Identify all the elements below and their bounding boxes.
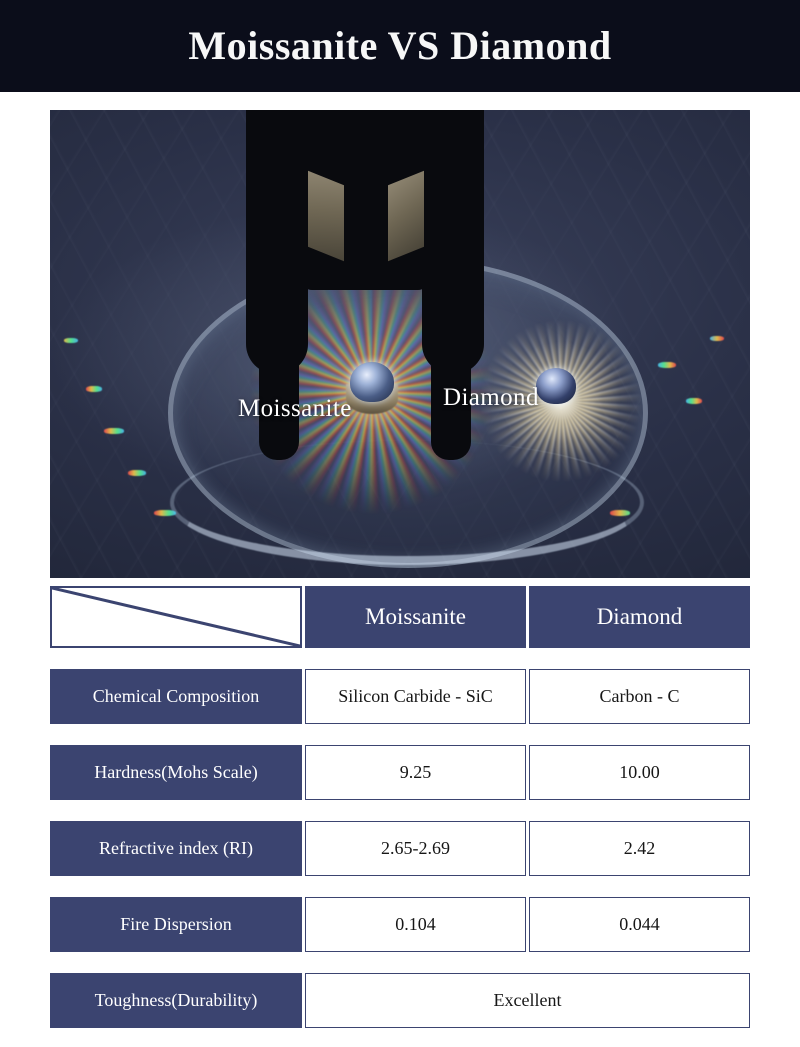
clamp-prong-right: [431, 340, 471, 460]
cell-diamond-refractive-index: 2.42: [529, 821, 750, 876]
column-header-moissanite: Moissanite: [305, 586, 526, 648]
page-title: Moissanite VS Diamond: [188, 23, 612, 68]
cell-diamond-fire-dispersion: 0.044: [529, 897, 750, 952]
gemstone-photo: Moissanite Diamond: [50, 110, 750, 578]
rainbow-speckle: [710, 336, 724, 341]
clamp-prong-left: [259, 340, 299, 460]
title-banner: Moissanite VS Diamond: [0, 0, 800, 92]
rainbow-speckle: [104, 428, 124, 434]
glass-dish-rim: [170, 440, 644, 565]
row-label-chemical-composition: Chemical Composition: [50, 669, 302, 724]
table-row: Chemical Composition Silicon Carbide - S…: [50, 669, 750, 724]
rainbow-speckle: [128, 470, 146, 476]
clamp-top-left: [278, 110, 300, 134]
cell-merged-toughness: Excellent: [305, 973, 750, 1028]
row-label-fire-dispersion: Fire Dispersion: [50, 897, 302, 952]
row-label-refractive-index: Refractive index (RI): [50, 821, 302, 876]
cell-diamond-hardness: 10.00: [529, 745, 750, 800]
rainbow-speckle: [610, 510, 630, 516]
rainbow-speckle: [658, 362, 676, 368]
clamp-pad-right: [388, 170, 424, 262]
photo-label-moissanite: Moissanite: [238, 395, 352, 422]
table-row: Fire Dispersion 0.104 0.044: [50, 897, 750, 952]
table-header-row: Moissanite Diamond: [50, 586, 750, 648]
table-row: Hardness(Mohs Scale) 9.25 10.00: [50, 745, 750, 800]
rainbow-speckle: [64, 338, 78, 343]
row-label-toughness: Toughness(Durability): [50, 973, 302, 1028]
diamond-stone: [536, 368, 576, 404]
clamp-top-right: [436, 110, 458, 134]
rainbow-speckle: [86, 386, 102, 392]
cell-moissanite-refractive-index: 2.65-2.69: [305, 821, 526, 876]
moissanite-stone: [350, 362, 394, 402]
row-label-hardness: Hardness(Mohs Scale): [50, 745, 302, 800]
table-row: Toughness(Durability) Excellent: [50, 973, 750, 1028]
cell-moissanite-chemical-composition: Silicon Carbide - SiC: [305, 669, 526, 724]
rainbow-speckle: [686, 398, 702, 404]
rainbow-speckle: [154, 510, 176, 516]
cell-moissanite-hardness: 9.25: [305, 745, 526, 800]
clamp-arm-right: [422, 110, 484, 374]
cell-moissanite-fire-dispersion: 0.104: [305, 897, 526, 952]
photo-label-diamond: Diamond: [443, 384, 539, 411]
clamp-pad-left: [308, 170, 344, 262]
table-row: Refractive index (RI) 2.65-2.69 2.42: [50, 821, 750, 876]
diagonal-slash-icon: [52, 588, 300, 646]
table-corner-cell: [50, 586, 302, 648]
cell-diamond-chemical-composition: Carbon - C: [529, 669, 750, 724]
column-header-diamond: Diamond: [529, 586, 750, 648]
clamp-arm-left: [246, 110, 308, 374]
comparison-table: Moissanite Diamond Chemical Composition …: [50, 586, 750, 1028]
